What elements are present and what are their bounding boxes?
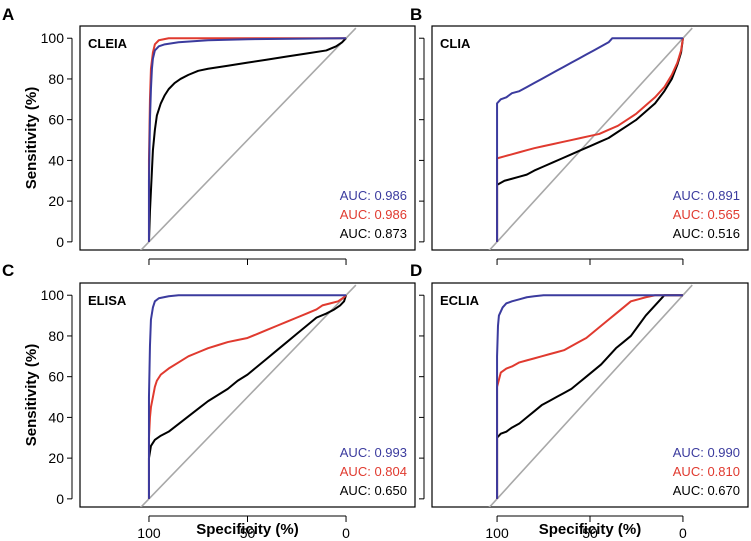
panel-letter: C <box>2 261 14 280</box>
reference-diagonal-line <box>139 284 357 507</box>
y-tick-label: 40 <box>48 152 64 168</box>
y-tick-label: 100 <box>41 30 65 46</box>
auc-legend-entry: AUC: 0.990 <box>673 445 740 460</box>
reference-diagonal-line <box>488 27 693 250</box>
x-axis-title: Specificity (%) <box>196 521 299 538</box>
y-axis-title: Sensitivity (%) <box>23 87 40 190</box>
plot-frame <box>431 25 749 251</box>
x-tick-label: 50 <box>582 525 598 541</box>
roc-curve-black <box>147 37 347 242</box>
roc-curve-red <box>147 294 347 499</box>
auc-legend-entry: AUC: 0.873 <box>340 226 407 241</box>
auc-legend-entry: AUC: 0.650 <box>340 483 407 498</box>
roc-curve-black <box>496 294 683 499</box>
auc-legend-entry: AUC: 0.565 <box>673 207 740 222</box>
roc-curve-black <box>496 38 684 242</box>
y-tick-label: 0 <box>56 234 64 250</box>
roc-panel-c: C 0 20 40 60 80 100 100 50 0 ELISA AUC: 0.993 AUC: 0… <box>2 261 416 541</box>
x-tick-label: 100 <box>137 525 161 541</box>
panel-title: ECLIA <box>440 293 480 308</box>
y-tick-label: 20 <box>48 450 64 466</box>
panel-title: ELISA <box>88 293 127 308</box>
plot-area <box>488 284 693 507</box>
plot-frame <box>79 282 416 508</box>
plot-frame <box>79 25 416 251</box>
auc-legend-entry: AUC: 0.516 <box>673 226 740 241</box>
x-tick-label: 50 <box>240 525 256 541</box>
y-tick-label: 40 <box>48 409 64 425</box>
auc-legend-entry: AUC: 0.891 <box>673 188 740 203</box>
auc-legend-entry: AUC: 0.670 <box>673 483 740 498</box>
auc-legend-entry: AUC: 0.993 <box>340 445 407 460</box>
panel-letter: D <box>410 261 422 280</box>
x-tick-label: 0 <box>679 525 687 541</box>
panel-title: CLIA <box>440 36 471 51</box>
roc-curve-blue <box>496 37 683 242</box>
plot-frame <box>431 282 749 508</box>
x-tick-label: 0 <box>342 525 350 541</box>
y-tick-label: 60 <box>48 112 64 128</box>
y-axis-title: Sensitivity (%) <box>23 344 40 447</box>
panel-letter: B <box>410 5 422 24</box>
roc-curve-blue <box>147 37 347 242</box>
panel-title: CLEIA <box>88 36 128 51</box>
x-axis-title: Specificity (%) <box>539 521 642 538</box>
plot-area <box>139 284 357 507</box>
y-tick-label: 60 <box>48 369 64 385</box>
y-tick-label: 100 <box>41 287 65 303</box>
y-tick-label: 0 <box>56 491 64 507</box>
y-tick-label: 80 <box>48 71 64 87</box>
roc-curve-red <box>496 294 683 499</box>
roc-panel-b: B CLIA AUC: 0.891 AUC: 0.565 AUC: 0.516 <box>410 5 749 265</box>
roc-panel-a: A 0 20 40 60 80 100 CLEIA AUC: 0.986 AUC: 0.986 AU… <box>2 5 416 265</box>
roc-curve-red <box>496 38 684 242</box>
roc-curve-blue <box>496 294 683 499</box>
auc-legend-entry: AUC: 0.804 <box>340 464 407 479</box>
x-tick-label: 100 <box>485 525 509 541</box>
y-tick-label: 20 <box>48 193 64 209</box>
reference-diagonal-line <box>488 284 693 507</box>
y-tick-label: 80 <box>48 328 64 344</box>
panel-letter: A <box>2 5 14 24</box>
roc-curve-black <box>147 294 347 499</box>
auc-legend-entry: AUC: 0.986 <box>340 188 407 203</box>
reference-diagonal-line <box>139 27 357 250</box>
auc-legend-entry: AUC: 0.986 <box>340 207 407 222</box>
auc-legend-entry: AUC: 0.810 <box>673 464 740 479</box>
roc-curve-blue <box>147 294 347 499</box>
roc-panel-d: D 100 50 0 ECLIA AUC: 0.990 AUC: 0.810 AUC: 0.6… <box>410 261 749 541</box>
plot-area <box>488 27 693 250</box>
plot-area <box>139 27 357 250</box>
